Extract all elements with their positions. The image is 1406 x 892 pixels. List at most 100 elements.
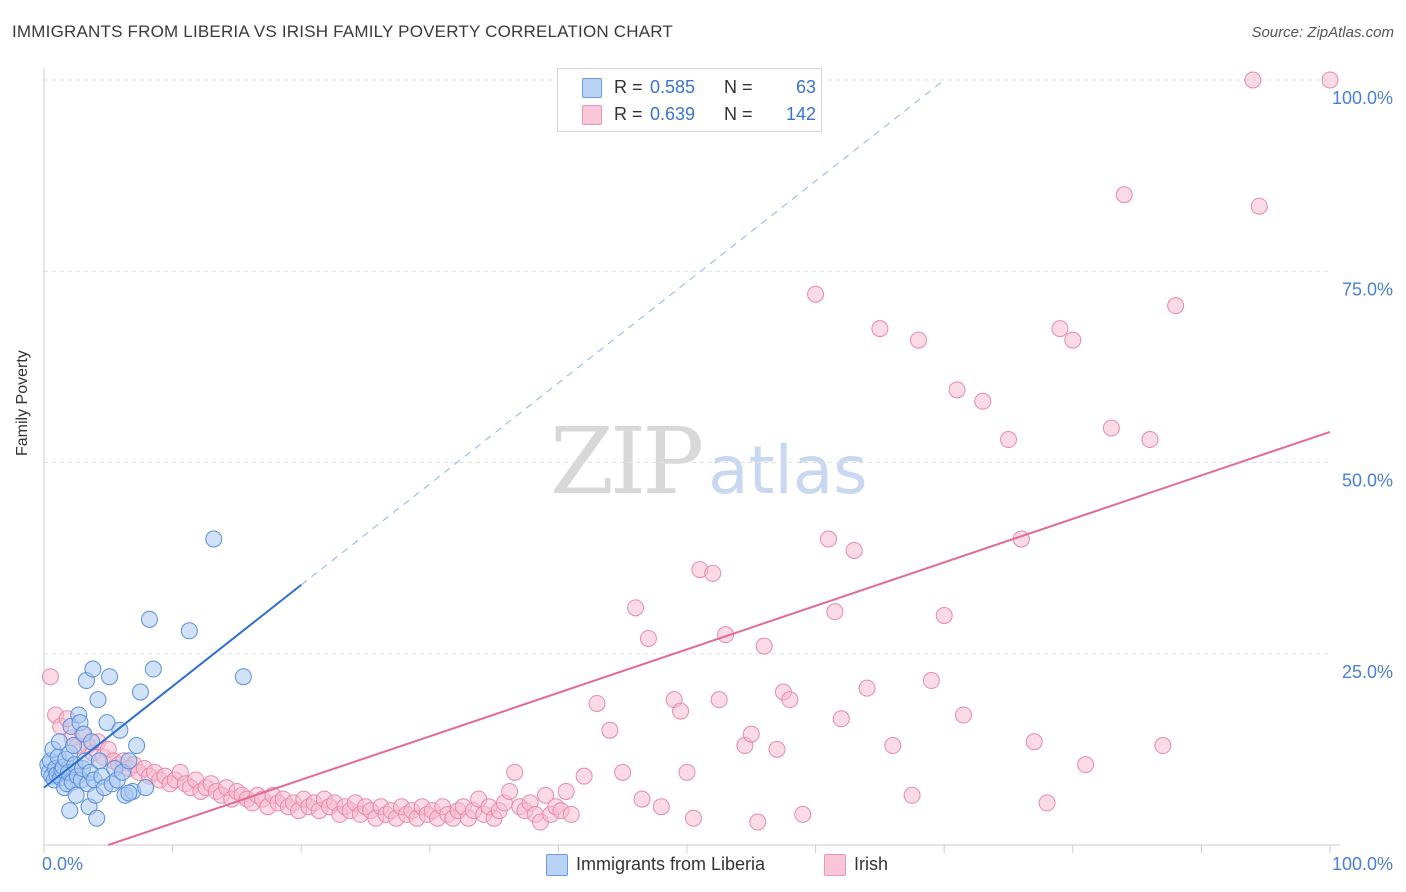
irish-point	[794, 805, 812, 823]
irish-point	[768, 740, 786, 758]
legend-n-value-liberia: 63	[795, 77, 816, 97]
irish-point	[1051, 320, 1069, 338]
irish-point	[588, 694, 606, 712]
irish-point	[710, 691, 728, 709]
irish-point	[1244, 71, 1262, 89]
irish-point	[633, 790, 651, 808]
irish-trend-line	[107, 430, 1331, 846]
bottom-legend-label-irish: Irish	[854, 854, 889, 874]
liberia-point	[128, 737, 146, 755]
grid	[44, 79, 1330, 655]
irish-point	[627, 599, 645, 617]
y-tick-label: 100.0%	[1332, 88, 1393, 108]
irish-point	[954, 706, 972, 724]
irish-point	[672, 702, 690, 720]
legend-swatch-irish	[582, 105, 602, 125]
irish-point	[948, 381, 966, 399]
liberia-point	[131, 683, 149, 701]
irish-points	[41, 71, 1339, 831]
liberia-point	[234, 668, 252, 686]
irish-point	[781, 691, 799, 709]
irish-point	[639, 629, 657, 647]
irish-point	[826, 603, 844, 621]
irish-point	[935, 607, 953, 624]
watermark-atlas: atlas	[708, 432, 868, 509]
x-tick-label-right: 100.0%	[1332, 854, 1393, 874]
irish-point	[1154, 737, 1172, 755]
correlation-legend: R = 0.585 N = 63 R = 0.639 N = 142	[557, 68, 822, 132]
legend-r-label: R =	[614, 77, 643, 97]
irish-point	[537, 786, 555, 804]
irish-point	[501, 782, 519, 800]
liberia-point	[180, 622, 198, 640]
irish-point	[1167, 297, 1185, 315]
trend-lines	[43, 79, 1331, 846]
irish-point	[678, 763, 696, 781]
source-credit: Source: ZipAtlas.com	[1251, 24, 1394, 41]
legend-n-label: N =	[724, 77, 753, 97]
bottom-legend-swatch-irish	[824, 854, 846, 876]
liberia-point	[61, 802, 79, 820]
irish-point	[1000, 431, 1017, 449]
tick-labels: 100.0% 75.0% 50.0% 25.0% 0.0% 100.0%	[42, 88, 1393, 874]
irish-point	[575, 767, 593, 785]
legend-n-label: N =	[724, 104, 753, 124]
irish-point	[601, 721, 619, 739]
legend-swatch-liberia	[582, 78, 602, 98]
irish-point	[704, 564, 722, 582]
liberia-point	[83, 733, 101, 751]
y-tick-label: 25.0%	[1342, 662, 1393, 682]
bottom-legend-swatch-liberia	[546, 854, 568, 876]
irish-point	[506, 763, 524, 781]
liberia-point	[89, 691, 107, 709]
liberia-point	[111, 721, 129, 739]
irish-point	[749, 813, 767, 831]
x-tick-label-left: 0.0%	[42, 854, 83, 874]
irish-point	[614, 763, 632, 781]
irish-point	[909, 331, 927, 349]
liberia-trend-line	[43, 584, 302, 789]
irish-point	[742, 725, 760, 743]
y-tick-label: 50.0%	[1342, 471, 1393, 491]
liberia-point	[90, 752, 108, 770]
irish-point	[684, 809, 702, 827]
irish-point	[755, 637, 773, 655]
liberia-point	[98, 714, 116, 732]
axes	[43, 68, 1340, 853]
legend-r-value-liberia: 0.585	[650, 77, 696, 97]
chart-title: IMMIGRANTS FROM LIBERIA VS IRISH FAMILY …	[12, 22, 674, 41]
irish-point	[1102, 419, 1120, 437]
irish-point	[903, 786, 921, 804]
liberia-point	[205, 530, 223, 548]
irish-point	[845, 541, 863, 559]
watermark-zip: ZIP	[550, 408, 704, 515]
irish-point	[41, 668, 59, 686]
liberia-point	[88, 809, 106, 827]
irish-point	[1141, 431, 1159, 449]
liberia-points	[39, 530, 252, 827]
irish-point	[562, 805, 580, 823]
irish-point	[922, 672, 940, 690]
irish-point	[858, 679, 876, 697]
irish-point	[1321, 71, 1339, 89]
irish-point	[884, 737, 902, 755]
irish-point	[652, 798, 670, 816]
irish-point	[819, 530, 837, 548]
irish-point	[1064, 331, 1082, 349]
liberia-point	[120, 784, 138, 802]
irish-point	[1250, 197, 1268, 215]
bottom-legend-label-liberia: Immigrants from Liberia	[576, 854, 766, 874]
liberia-trend-extension	[300, 79, 945, 586]
liberia-point	[67, 786, 85, 804]
legend-n-value-irish: 142	[785, 104, 816, 124]
legend-r-label: R =	[614, 104, 643, 124]
irish-point	[557, 782, 575, 800]
irish-point	[807, 285, 825, 303]
liberia-point	[120, 752, 138, 770]
liberia-point	[144, 660, 162, 678]
liberia-point	[84, 660, 102, 678]
irish-point	[1025, 733, 1043, 751]
liberia-point	[65, 737, 83, 755]
liberia-point	[101, 668, 119, 686]
